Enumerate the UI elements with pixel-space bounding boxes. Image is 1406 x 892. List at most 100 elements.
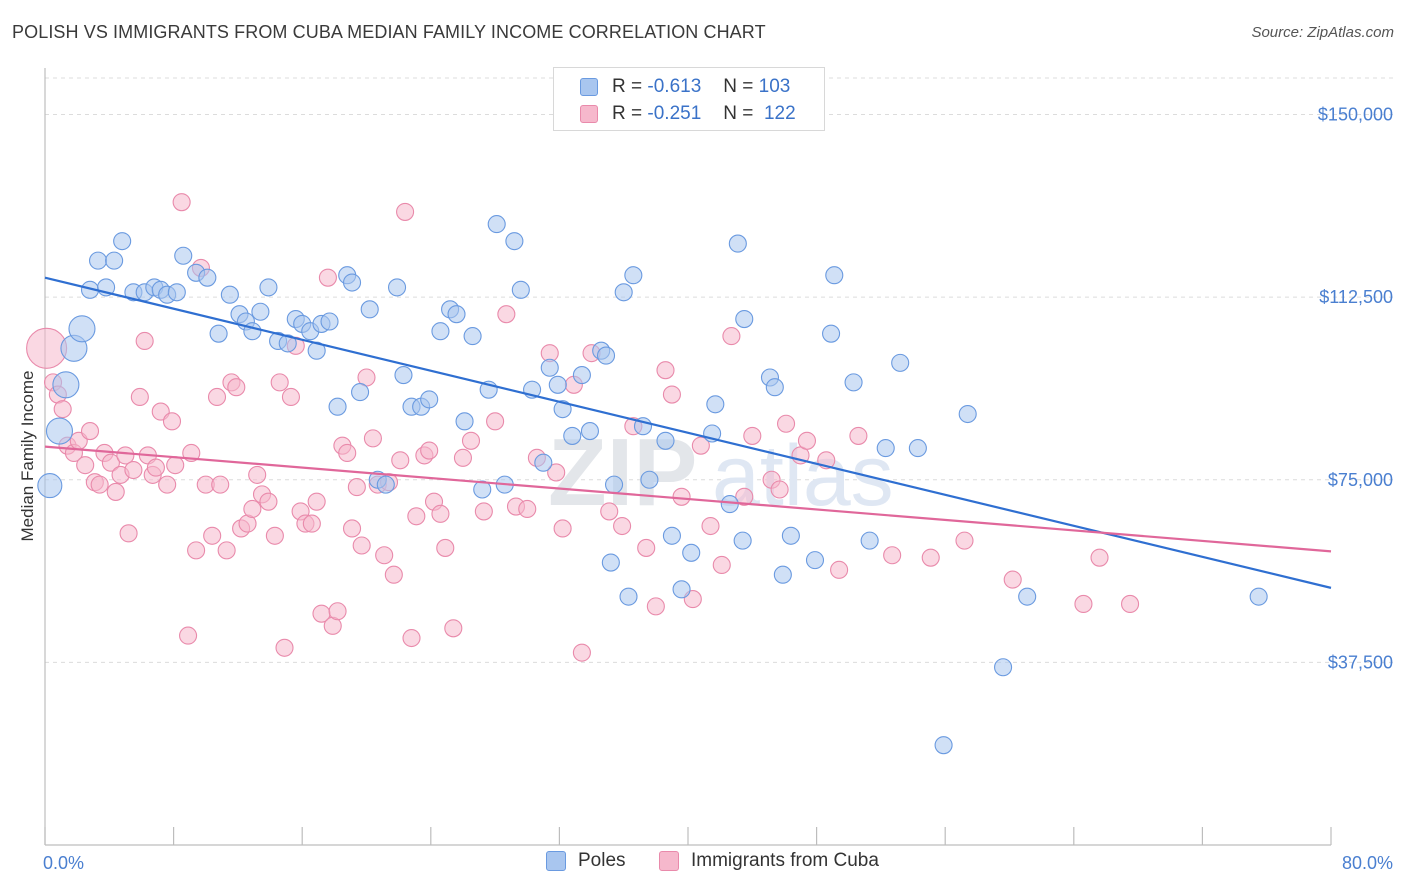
cuba-point <box>830 560 849 579</box>
cuba-point <box>318 268 337 287</box>
poles-point <box>553 400 572 419</box>
poles-point <box>619 587 638 606</box>
poles-point <box>614 283 633 302</box>
cuba-point <box>646 597 665 616</box>
cuba-point <box>420 441 439 460</box>
poles-point <box>735 310 754 329</box>
cuba-point <box>227 378 246 397</box>
cuba-point <box>1090 548 1109 567</box>
legend-item-poles[interactable]: Poles <box>546 850 626 872</box>
poles-point <box>463 327 482 346</box>
poles-point <box>534 453 553 472</box>
poles-point <box>540 358 559 377</box>
poles-point <box>844 373 863 392</box>
poles-point <box>580 422 599 441</box>
poles-point <box>505 232 524 251</box>
cuba-point <box>849 426 868 445</box>
cuba-point <box>135 331 154 351</box>
poles-point <box>706 395 725 414</box>
cuba-point <box>76 456 95 475</box>
poles-point <box>105 251 124 270</box>
poles-point <box>876 439 895 458</box>
cuba-point <box>1003 570 1022 589</box>
poles-point <box>765 378 784 397</box>
cuba-point <box>691 436 710 455</box>
cuba-point <box>130 387 149 407</box>
cuba-point <box>883 546 902 565</box>
legend-item-cuba[interactable]: Immigrants from Cuba <box>659 850 879 872</box>
cuba-point <box>259 492 278 511</box>
y-tick-label: $75,000 <box>1328 470 1393 490</box>
poles-point <box>994 658 1013 677</box>
poles-point <box>174 246 193 265</box>
x-tick-label: 0.0% <box>43 853 84 873</box>
legend-r-label: R = <box>612 103 643 124</box>
poles-point <box>822 324 841 343</box>
cuba-point <box>955 531 974 550</box>
cuba-point <box>211 475 230 494</box>
cuba-point <box>166 456 185 475</box>
cuba-point <box>402 628 421 648</box>
cuba-point <box>146 458 165 477</box>
legend-n-value: 122 <box>763 103 796 124</box>
poles-point <box>198 268 217 287</box>
cuba-point <box>637 538 656 557</box>
cuba-point <box>656 361 675 380</box>
cuba-point <box>770 480 789 499</box>
cuba-point <box>547 463 566 482</box>
cuba-point <box>101 453 120 472</box>
cuba-swatch <box>580 105 598 123</box>
poles-trend-line <box>44 276 1332 589</box>
poles-point <box>251 302 270 321</box>
poles-point <box>167 283 186 302</box>
cuba-point <box>1074 594 1093 613</box>
legend-n-value: 103 <box>758 76 791 97</box>
cuba-point <box>701 516 720 536</box>
poles-point <box>447 305 466 324</box>
poles-point <box>45 417 74 445</box>
cuba-point <box>600 502 619 521</box>
cuba-point <box>407 507 426 526</box>
poles-point <box>596 346 616 365</box>
x-tick-label: 80.0% <box>1342 853 1393 873</box>
poles-point <box>360 300 379 319</box>
cuba-point <box>486 412 505 431</box>
cuba-point <box>375 546 394 565</box>
cuba-swatch <box>659 851 679 871</box>
poles-point <box>1018 587 1037 606</box>
source-label: Source: ZipAtlas.com <box>1251 24 1394 41</box>
poles-point <box>68 315 96 343</box>
cuba-point <box>328 602 347 621</box>
poles-point <box>682 543 701 562</box>
cuba-point <box>307 492 326 511</box>
cuba-point <box>712 555 731 575</box>
cuba-point <box>391 451 410 470</box>
cuba-point <box>553 519 572 538</box>
cuba-point <box>613 516 632 536</box>
poles-point <box>455 412 474 431</box>
cuba-point <box>172 193 191 212</box>
legend-r-value: -0.613 <box>647 76 702 97</box>
poles-point <box>420 390 439 409</box>
y-tick-label: $150,000 <box>1318 105 1393 125</box>
poles-point <box>320 312 339 331</box>
poles-point <box>662 526 681 545</box>
legend-row-poles: R = -0.613 N = 103 <box>554 74 790 100</box>
cuba-point <box>735 487 754 506</box>
cuba-point <box>80 422 100 441</box>
cuba-point <box>672 487 691 506</box>
cuba-point <box>396 202 415 221</box>
cuba-point <box>921 548 940 567</box>
cuba-points <box>26 193 1140 662</box>
grid-lines <box>45 77 1394 663</box>
cuba-point <box>444 619 463 638</box>
cuba-point <box>453 448 473 467</box>
poles-point <box>431 322 450 341</box>
cuba-point <box>203 526 222 545</box>
poles-point <box>572 366 591 385</box>
cuba-point <box>179 626 198 645</box>
poles-point <box>781 526 800 545</box>
poles-point <box>52 371 80 399</box>
poles-point <box>934 736 953 755</box>
cuba-point <box>265 526 284 545</box>
